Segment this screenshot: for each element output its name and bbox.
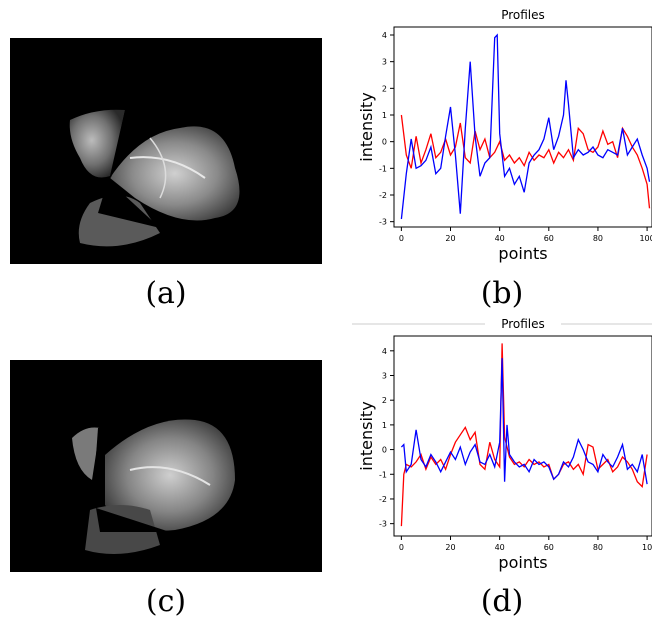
x-tick-label: 0	[399, 234, 404, 243]
x-tick-label: 80	[593, 234, 603, 243]
x-tick-label: 80	[593, 543, 603, 552]
y-tick-label: -2	[379, 495, 387, 504]
caption-c: (c)	[145, 584, 187, 619]
y-tick-label: 3	[382, 372, 387, 381]
x-tick-label: 10	[642, 543, 652, 552]
mri-image-a-drawing	[69, 109, 240, 247]
plot-title: Profiles	[501, 8, 545, 22]
x-tick-label: 40	[495, 234, 505, 243]
y-tick-label: -1	[379, 164, 387, 173]
y-tick-label: -2	[379, 191, 387, 200]
y-tick-label: 0	[382, 138, 387, 147]
y-tick-label: 1	[382, 421, 387, 430]
series-line-1	[400, 33, 651, 220]
y-tick-label: -3	[379, 218, 387, 227]
x-axis-label: points	[498, 244, 547, 263]
plot-frame	[393, 335, 652, 537]
caption-d: (d)	[480, 584, 524, 619]
y-axis-label: intensity	[357, 92, 376, 161]
series-line-1	[400, 358, 648, 485]
caption-b: (b)	[480, 276, 524, 311]
x-tick-label: 40	[495, 543, 505, 552]
mri-image-c	[10, 360, 322, 572]
x-tick-label: 0	[399, 543, 404, 552]
series-line-0	[400, 343, 648, 527]
x-tick-label: 20	[445, 234, 455, 243]
x-tick-label: 60	[544, 234, 554, 243]
plot-frame	[393, 26, 652, 228]
y-tick-label: 4	[382, 31, 387, 40]
x-tick-label: 60	[544, 543, 554, 552]
y-tick-label: 0	[382, 446, 387, 455]
y-tick-label: 3	[382, 58, 387, 67]
profile-plot-d: Profiles 0 20 40 60 80 10 -3 -2 -1 0 1 2 3 4 points inte…	[352, 317, 652, 572]
x-axis-label: points	[498, 553, 547, 572]
y-axis-label: intensity	[357, 401, 376, 470]
x-tick-label: 100	[639, 234, 652, 243]
y-tick-label: 2	[382, 396, 387, 405]
y-tick-label: 1	[382, 111, 387, 120]
mri-image-c-drawing	[72, 419, 235, 554]
y-tick-label: 4	[382, 347, 387, 356]
caption-a: (a)	[145, 276, 187, 311]
mri-image-a	[10, 38, 322, 264]
series-line-0	[400, 114, 651, 209]
y-tick-label: -3	[379, 520, 387, 529]
plot-title: Profiles	[501, 317, 545, 331]
profile-plot-b: Profiles 0 20 40 60 80 100 -3 -2 -1 0 1 2 3 4 points int…	[357, 8, 652, 263]
y-tick-label: 2	[382, 84, 387, 93]
y-tick-label: -1	[379, 470, 387, 479]
x-tick-label: 20	[445, 543, 455, 552]
